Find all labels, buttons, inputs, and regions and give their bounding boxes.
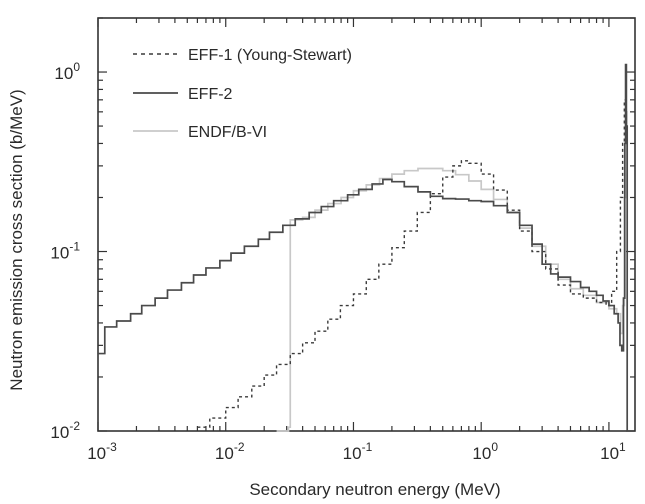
axis-ticks	[97, 17, 635, 432]
legend-label: EFF-1 (Young-Stewart)	[188, 47, 352, 64]
tick-label: 10-1	[343, 440, 373, 463]
plot-frame	[97, 17, 636, 432]
y-axis-title: Neutron emission cross section (b/MeV)	[7, 89, 26, 390]
tick-label: 10-3	[87, 440, 117, 463]
axis-tick-labels: 10-3 10-2 10-1 100 101 10-2 10-1 100	[50, 60, 626, 463]
series-line	[98, 63, 629, 431]
tick-label: 100	[472, 440, 498, 463]
tick-label: 10-2	[50, 419, 80, 442]
x-axis-title: Secondary neutron energy (MeV)	[249, 480, 500, 499]
tick-label: 101	[600, 440, 626, 463]
legend-label: ENDF/B-VI	[188, 124, 267, 141]
tick-label: 100	[54, 60, 80, 83]
series-line	[276, 111, 628, 432]
legend: EFF-1 (Young-Stewart) EFF-2 ENDF/B-VI	[133, 47, 352, 141]
legend-label: EFF-2	[188, 86, 233, 103]
tick-label: 10-2	[215, 440, 245, 463]
tick-label: 10-1	[50, 240, 80, 263]
series-layer	[98, 63, 629, 432]
series-line	[197, 99, 627, 428]
